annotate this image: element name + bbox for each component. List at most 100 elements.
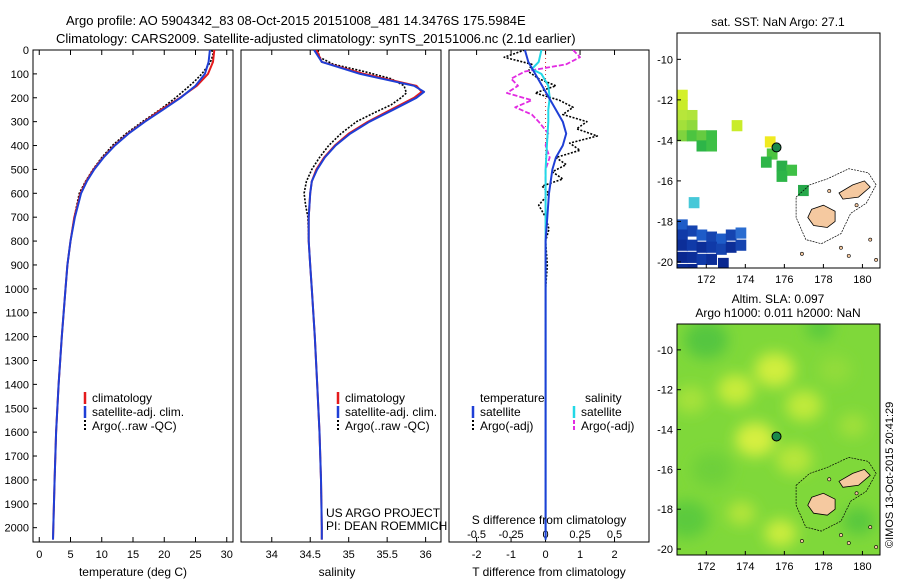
x-tick-label: 34.5 <box>300 549 321 561</box>
small-island <box>827 189 832 193</box>
sst-cell <box>686 263 698 268</box>
sst-cell <box>696 253 708 265</box>
header-line-1: Argo profile: AO 5904342_83 08-Oct-2015 … <box>66 13 526 28</box>
map-x-tick-label: 180 <box>853 561 871 573</box>
sst-cell <box>706 130 718 142</box>
sst-cell <box>677 229 688 241</box>
x-tick-label: 25 <box>189 549 201 561</box>
island-viti-levu <box>807 204 836 228</box>
argo-temperature-line <box>52 50 214 528</box>
map-x-tick-label: 174 <box>736 274 754 286</box>
small-island <box>800 539 804 543</box>
sst-cell <box>686 120 698 132</box>
x-tick-label: 20 <box>158 549 170 561</box>
sst-cell <box>677 239 688 251</box>
small-island <box>800 251 804 256</box>
x-tick-label: 34 <box>266 549 278 561</box>
sla-blob <box>785 390 822 421</box>
t-difference-xlabel: T difference from climatology <box>472 565 626 579</box>
small-island <box>854 491 859 496</box>
sla-map-axes: 172 174 176 178 180 -10 -12 -14 -16 -18 -20 <box>657 345 872 573</box>
depth-tick-label: 300 <box>11 117 29 129</box>
depth-tick-label: 700 <box>11 212 29 224</box>
sst-cell <box>706 253 718 265</box>
map-x-tick-label: 172 <box>697 274 715 286</box>
depth-tick-label: 1100 <box>5 308 29 320</box>
sla-map-frame <box>676 323 881 556</box>
sst-cell <box>696 130 708 142</box>
x-tick-label: 35.5 <box>376 549 397 561</box>
legend-label-climatology: climatology <box>345 391 405 405</box>
sst-cell <box>776 160 788 172</box>
argo-float-marker <box>771 142 782 153</box>
project-credit: US ARGO PROJECT <box>326 506 441 520</box>
depth-tick-label: 800 <box>11 236 29 248</box>
sst-cell <box>686 225 698 237</box>
sst-cell <box>764 136 776 148</box>
map-x-tick-label: 178 <box>814 561 832 573</box>
island-viti-levu <box>807 492 836 516</box>
sla-blob <box>677 500 709 538</box>
sst-cell <box>677 120 688 132</box>
sla-blob <box>735 422 776 457</box>
legend-label-climatology: climatology <box>92 391 152 405</box>
depth-tick-label: 1400 <box>5 379 29 391</box>
s-diff-tick-label: -0.25 <box>499 529 524 541</box>
sst-cell <box>696 241 708 253</box>
sla-blob <box>842 507 875 535</box>
difference-lines <box>503 50 599 542</box>
imos-stamp: ©IMOS 13-Oct-2015 20:41:29 <box>884 402 896 548</box>
map-y-tick-label: -16 <box>657 176 673 188</box>
sla-blob <box>819 356 852 384</box>
depth-tick-label: 500 <box>11 164 29 176</box>
sst-cell <box>735 239 747 251</box>
depth-tick-label: 1700 <box>5 451 29 463</box>
depth-tick-label: 200 <box>11 93 29 105</box>
sst-cell <box>686 130 698 142</box>
map-y-tick-label: -14 <box>657 425 673 437</box>
map-y-tick-label: -14 <box>657 135 673 147</box>
legend-title-salinity: salinity <box>585 391 622 405</box>
legend-label-s-satellite: satellite <box>581 405 622 419</box>
salinity-x-axis: 34 34.5 35 35.5 36 <box>266 50 432 561</box>
legend-label-t-argo: Argo(-adj) <box>480 419 533 433</box>
s-diff-tick-label: 0.25 <box>569 529 590 541</box>
reef-outline <box>795 168 877 245</box>
depth-tick-label: 1500 <box>5 403 29 415</box>
map-x-tick-label: 176 <box>775 274 793 286</box>
salinity-lines <box>303 50 426 540</box>
sst-cell <box>696 140 708 152</box>
sst-cell <box>706 231 718 243</box>
map-y-tick-label: -18 <box>657 216 673 228</box>
small-island <box>839 533 843 537</box>
sla-map-title-1: Altim. SLA: 0.097 <box>732 292 825 306</box>
satellite-adj-salinity-line <box>307 50 426 540</box>
sla-blob <box>692 452 733 487</box>
sst-cell <box>677 99 688 111</box>
header-line-2: Climatology: CARS2009. Satellite-adjuste… <box>56 31 576 46</box>
x-tick-label: 0 <box>542 549 548 561</box>
x-tick-label: -1 <box>506 549 516 561</box>
sst-cell <box>731 120 743 132</box>
small-island <box>839 245 843 250</box>
map-x-tick-label: 180 <box>853 274 871 286</box>
sla-blob <box>776 444 813 475</box>
x-tick-label: 2 <box>611 549 617 561</box>
sst-map-frame <box>676 32 881 269</box>
small-island <box>854 203 859 208</box>
sst-cell <box>677 89 688 101</box>
depth-tick-label: 1600 <box>5 427 29 439</box>
sst-cell <box>686 239 698 251</box>
temperature-x-axis: 0 5 10 15 20 25 30 <box>36 50 233 561</box>
sst-cell <box>696 229 708 241</box>
salinity-panel-frame <box>240 49 442 543</box>
depth-tick-label: 0 <box>23 45 29 57</box>
pi-credit: PI: DEAN ROEMMICH <box>326 519 447 533</box>
sst-cell <box>725 229 737 241</box>
s-diff-tick-label: 0.5 <box>607 529 622 541</box>
map-y-tick-label: -16 <box>657 464 673 476</box>
depth-tick-label: 900 <box>11 260 29 272</box>
depth-tick-label: 100 <box>11 69 29 81</box>
sst-cell <box>725 241 737 253</box>
map-x-tick-label: 174 <box>736 561 754 573</box>
